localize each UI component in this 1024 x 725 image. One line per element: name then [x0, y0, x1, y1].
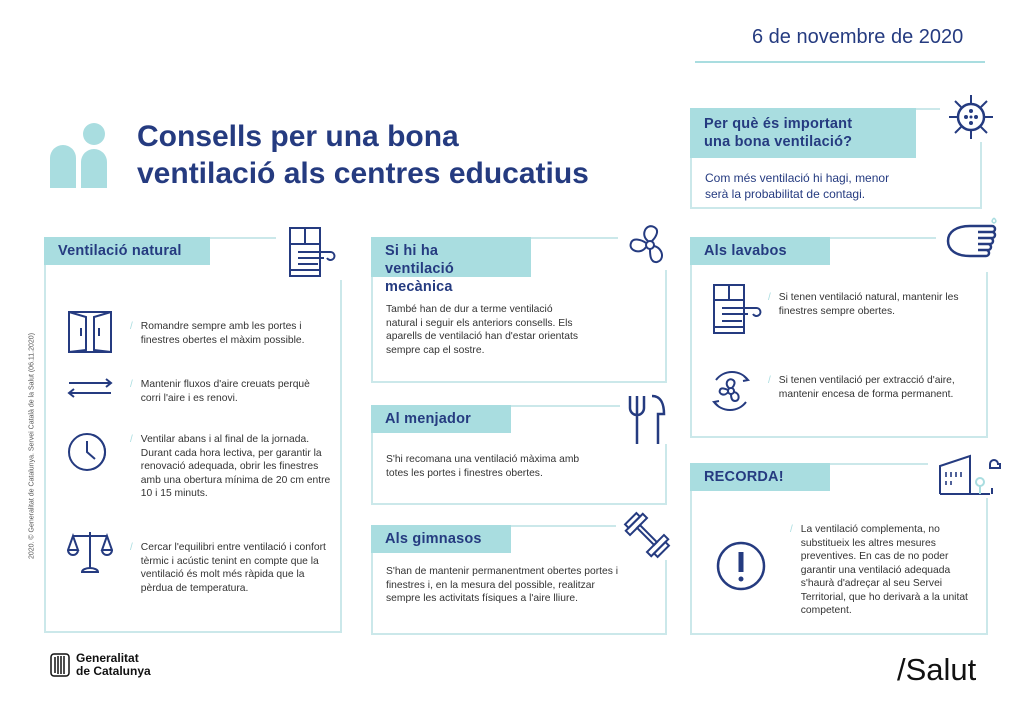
- list-item: / Mantenir fluxos d'aire creuats perquè c…: [130, 379, 310, 404]
- title-line-2: ventilació als centres educatius: [137, 157, 589, 190]
- title-line-1: Consells per una bona: [137, 120, 459, 153]
- heading-line: ventilació mecànica: [385, 261, 454, 295]
- cross-flow-arrows-icon: [67, 378, 113, 403]
- body-line: Com més ventilació hi hagi, menor: [705, 171, 890, 185]
- list-item: / Si tenen ventilació natural, mantenir l…: [768, 292, 959, 317]
- heading-line: Per què és important: [704, 116, 853, 132]
- card-heading: RECORDA!: [690, 463, 830, 491]
- coat-of-arms-icon: [50, 653, 70, 677]
- heading-line: Si hi ha: [385, 243, 439, 259]
- card-body: S'han de mantenir permanentment obertes …: [386, 566, 619, 604]
- card-body: Com més ventilació hi hagi, menor serà l…: [705, 170, 889, 202]
- card-heading: Als lavabos: [690, 237, 830, 265]
- hand-washing-icon: [936, 216, 1008, 272]
- students-icon: [50, 122, 110, 195]
- logo-text-line: Generalitat: [76, 651, 139, 665]
- page-title: Consells per una bona ventilació als cen…: [137, 118, 589, 192]
- dumbbell-icon: [616, 510, 678, 560]
- school-building-icon: [928, 450, 1010, 498]
- exclamation-icon: [715, 540, 767, 597]
- card-dining: Al menjador S'hi recomana una ventilació…: [371, 405, 667, 505]
- card-why-ventilation: Per què és important una bona ventilació…: [690, 108, 982, 209]
- door-icon: [67, 310, 113, 359]
- card-body: També han de dur a terme ventilació natu…: [386, 304, 579, 356]
- card-heading: Ventilació natural: [44, 237, 210, 265]
- fan-icon: [618, 220, 682, 270]
- card-heading: Als gimnasos: [371, 525, 511, 553]
- clock-icon: [67, 430, 111, 479]
- card-heading: Si hi ha ventilació mecànica: [371, 237, 531, 295]
- logo-text-line: de Catalunya: [76, 664, 151, 678]
- generalitat-logo: Generalitat de Catalunya: [50, 652, 151, 678]
- list-item: / Romandre sempre amb les portes i finest…: [130, 321, 305, 346]
- list-item: / Ventilar abans i al final de la jornada…: [130, 434, 331, 499]
- heading-line: una bona ventilació?: [704, 134, 853, 150]
- date: 6 de novembre de 2020: [752, 26, 964, 48]
- card-remember: RECORDA!: [690, 463, 988, 635]
- card-heading: Al menjador: [371, 405, 511, 433]
- list-item: / La ventilació complementa, no substitue…: [790, 524, 968, 616]
- salut-brand: /Salut: [897, 652, 977, 687]
- window-wind-icon: [712, 283, 764, 340]
- card-natural-ventilation: Ventilació natural: [44, 237, 342, 633]
- card-heading: Per què és important una bona ventilació…: [690, 108, 916, 158]
- list-item: / Cercar l'equilibri entre ventilació i c…: [130, 542, 326, 594]
- window-wind-icon: [276, 224, 346, 280]
- card-mechanical-ventilation: Si hi ha ventilació mecànica També han d…: [371, 237, 667, 383]
- copyright-text: 2020. © Generalitat de Catalunya. Servei…: [28, 332, 36, 560]
- list-item: / Si tenen ventilació per extracció d'air…: [768, 375, 955, 400]
- extractor-fan-icon: [708, 368, 754, 419]
- card-gym: Als gimnasos S'han de mantenir permanent…: [371, 525, 667, 635]
- virus-icon: [940, 92, 1002, 142]
- cutlery-icon: [620, 392, 676, 444]
- date-underline: [695, 61, 985, 63]
- balance-scale-icon: [66, 530, 114, 579]
- body-line: serà la probabilitat de contagi.: [705, 187, 866, 201]
- card-body: S'hi recomana una ventilació màxima amb …: [386, 454, 580, 479]
- card-toilets: Als lavabos: [690, 237, 988, 438]
